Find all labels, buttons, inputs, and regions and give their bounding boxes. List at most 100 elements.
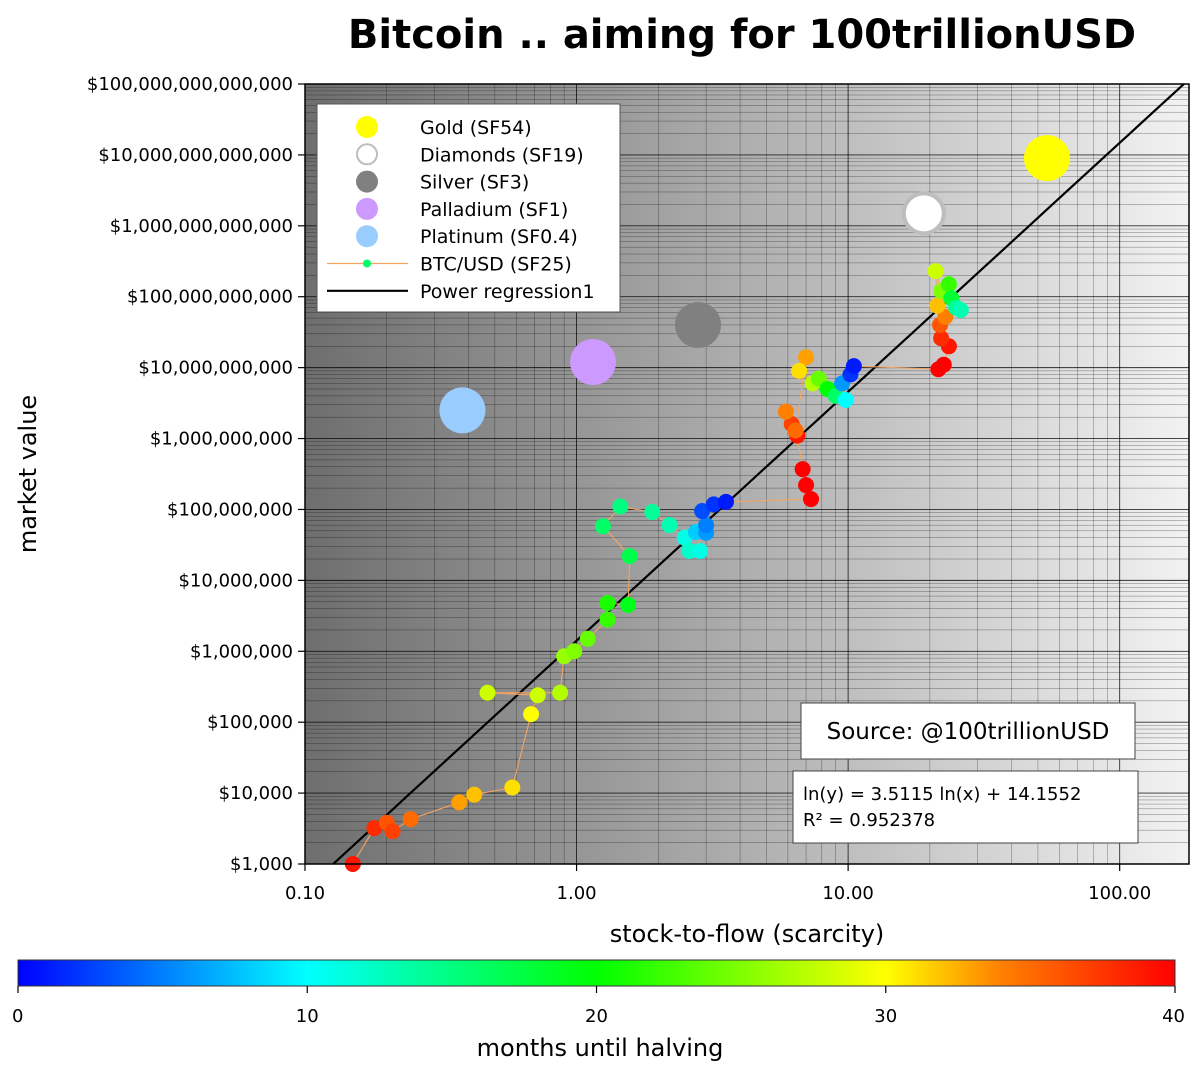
- legend-marker: [363, 259, 371, 268]
- btc-point: [935, 356, 952, 373]
- y-tick-label: $1,000,000: [190, 641, 293, 662]
- btc-point: [787, 422, 804, 439]
- btc-point: [620, 596, 637, 613]
- legend-label: Palladium (SF1): [420, 199, 568, 221]
- btc-point: [466, 786, 483, 803]
- btc-point: [384, 823, 401, 840]
- btc-point: [661, 517, 678, 534]
- btc-point: [599, 611, 616, 628]
- legend-label: Diamonds (SF19): [420, 144, 584, 166]
- btc-point: [937, 308, 954, 325]
- palladium-point: [570, 339, 617, 386]
- btc-point: [952, 301, 969, 318]
- chart-title: Bitcoin .. aiming for 100trillionUSD: [348, 12, 1136, 58]
- btc-point: [644, 504, 661, 521]
- btc-point: [933, 330, 950, 347]
- x-tick-label: 10.00: [822, 883, 874, 904]
- legend-marker: [356, 143, 378, 166]
- x-tick-label: 100.00: [1088, 883, 1151, 904]
- y-tick-label: $100,000,000,000,000: [87, 74, 293, 95]
- y-tick-label: $100,000,000,000: [127, 287, 293, 308]
- btc-point: [717, 493, 734, 510]
- colorbar-tick-label: 0: [12, 1006, 23, 1027]
- regression-box: ln(y) = 3.5115 ln(x) + 14.1552 R² = 0.95…: [792, 770, 1139, 844]
- legend-marker: [356, 225, 378, 248]
- legend: Gold (SF54) Diamonds (SF19) Silver (SF3) Pa…: [316, 103, 621, 313]
- regression: [331, 84, 1186, 864]
- btc-point: [798, 477, 815, 494]
- y-tick-label: $10,000,000,000: [138, 358, 293, 379]
- y-tick-label: $100,000,000: [167, 499, 293, 520]
- x-tick-label: 1.00: [557, 883, 597, 904]
- colorbar-tick-label: 10: [296, 1006, 319, 1027]
- gold-point: [1024, 135, 1071, 182]
- legend-marker: [356, 197, 378, 220]
- regression-equation: ln(y) = 3.5115 ln(x) + 14.1552: [803, 784, 1081, 805]
- btc-point: [794, 461, 811, 478]
- y-tick-label: $1,000: [230, 854, 293, 875]
- btc-point: [929, 297, 946, 314]
- btc-point: [479, 684, 496, 701]
- y-tick-label: $10,000: [219, 783, 293, 804]
- legend-label: Power regression1: [420, 281, 595, 303]
- btc-point: [705, 496, 722, 513]
- x-axis-label: stock-to-flow (scarcity): [610, 920, 885, 948]
- btc-point: [594, 518, 611, 535]
- btc-point: [366, 820, 383, 837]
- legend-label: Platinum (SF0.4): [420, 226, 578, 248]
- btc-point: [599, 594, 616, 611]
- diamonds-point: [901, 191, 946, 236]
- legend-marker: [356, 170, 378, 193]
- btc-point: [692, 542, 709, 559]
- btc-point: [798, 349, 815, 366]
- legend-marker: [356, 116, 378, 138]
- btc-point: [529, 687, 546, 704]
- btc-point: [402, 811, 419, 828]
- y-tick-label: $100,000: [207, 712, 293, 733]
- btc-point: [777, 403, 794, 420]
- y-axis-label: market value: [14, 395, 42, 553]
- btc-point: [504, 779, 521, 796]
- btc-point: [523, 706, 540, 723]
- legend-label: Silver (SF3): [420, 172, 529, 194]
- plot-border: [304, 83, 1190, 865]
- y-tick-label: $1,000,000,000,000: [110, 216, 293, 237]
- source-text: Source: @100trillionUSD: [827, 719, 1110, 745]
- x-axis: 0.10 1.00 10.00 100.00: [285, 864, 1151, 904]
- x-tick-label: 0.10: [285, 883, 325, 904]
- colorbar-tick-label: 30: [874, 1006, 897, 1027]
- btc-point: [791, 362, 808, 379]
- colorbar: 0 10 20 30 40 months until halving: [12, 959, 1185, 1062]
- btc-point: [803, 491, 820, 508]
- y-tick-label: $10,000,000: [178, 570, 293, 591]
- btc-point: [837, 391, 854, 408]
- legend-label: BTC/USD (SF25): [420, 254, 572, 276]
- btc-point: [698, 517, 715, 534]
- colorbar-label: months until halving: [477, 1034, 724, 1062]
- btc-points: [344, 263, 969, 872]
- btc-point: [579, 630, 596, 647]
- silver-point: [674, 301, 721, 348]
- btc-point: [927, 263, 944, 280]
- btc-point: [451, 794, 468, 811]
- btc-point: [566, 643, 583, 660]
- commodities: [439, 135, 1071, 434]
- regression-r2: R² = 0.952378: [803, 810, 935, 831]
- platinum-point: [439, 387, 486, 434]
- btc-point: [621, 548, 638, 565]
- y-axis: $1,000 $10,000 $100,000 $1,000,000 $10,000,0…: [87, 74, 305, 875]
- colorbar-gradient: [17, 959, 1176, 987]
- y-tick-label: $1,000,000,000: [150, 429, 293, 450]
- regression-line: [331, 84, 1186, 864]
- y-tick-label: $10,000,000,000,000: [98, 145, 293, 166]
- btc-point: [694, 503, 711, 520]
- btc-point: [845, 358, 862, 375]
- colorbar-tick-label: 20: [585, 1006, 608, 1027]
- btc-point: [940, 276, 957, 293]
- legend-label: Gold (SF54): [420, 117, 532, 139]
- btc-point: [552, 684, 569, 701]
- colorbar-tick-label: 40: [1162, 1006, 1185, 1027]
- btc-point: [612, 498, 629, 515]
- source-box: Source: @100trillionUSD: [800, 702, 1136, 760]
